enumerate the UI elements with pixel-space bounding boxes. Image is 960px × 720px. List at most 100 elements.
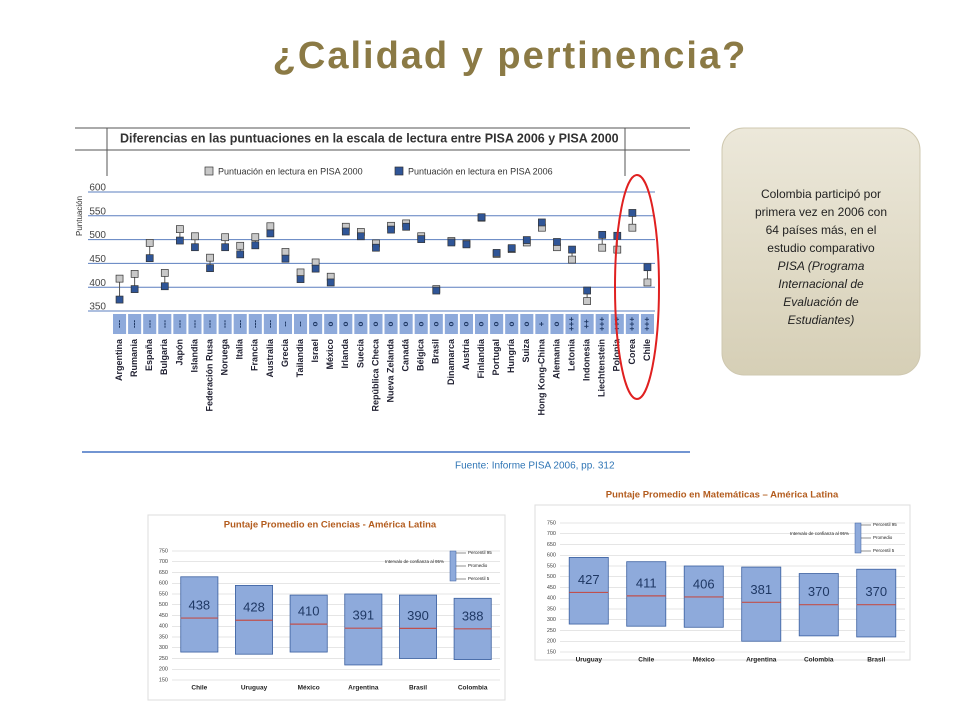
significance-box xyxy=(294,314,308,334)
value-label: 381 xyxy=(750,582,772,597)
dot xyxy=(402,222,410,231)
dot xyxy=(266,229,275,238)
significance-label: o xyxy=(326,321,335,326)
significance-box xyxy=(459,314,473,334)
y-tick-label: 150 xyxy=(547,649,556,655)
x-tick-label: Bélgica xyxy=(416,338,426,371)
significance-label: --- xyxy=(235,320,244,328)
significance-box xyxy=(429,314,443,334)
x-tick-label: Hungría xyxy=(506,338,516,373)
significance-label: o xyxy=(311,321,320,326)
y-axis-label: Puntuación xyxy=(75,196,84,236)
box xyxy=(568,557,609,625)
dot xyxy=(191,232,199,241)
x-tick-label: Israel xyxy=(310,339,320,363)
dot xyxy=(341,227,350,236)
x-tick-label: Chile xyxy=(638,657,654,664)
y-tick-label: 200 xyxy=(159,667,168,673)
legend-swatch xyxy=(394,166,404,176)
significance-label: o xyxy=(356,321,365,326)
y-tick-label: 200 xyxy=(547,639,556,645)
x-tick-label: Islandia xyxy=(189,338,199,373)
dot xyxy=(598,230,607,239)
source: Fuente: Informe PISA 2006, pp. 312 xyxy=(455,461,615,472)
y-tick-label: 750 xyxy=(547,520,556,526)
box xyxy=(344,593,383,666)
x-tick-label: Brasil xyxy=(431,339,441,364)
dot xyxy=(583,286,591,295)
value-label: 410 xyxy=(298,604,320,619)
significance-box xyxy=(595,314,609,334)
x-tick-label: Rumania xyxy=(129,338,139,377)
significance-label: o xyxy=(552,321,561,326)
significance-label: --- xyxy=(220,320,229,328)
dot xyxy=(311,264,320,273)
legend-label: Promedio xyxy=(468,563,488,568)
x-tick-label: Irlanda xyxy=(340,338,350,369)
x-tick-label: Alemania xyxy=(551,338,561,379)
dot xyxy=(251,241,260,250)
y-tick-label: 600 xyxy=(159,581,168,587)
dot xyxy=(643,263,652,272)
significance-label: o xyxy=(446,321,455,326)
dot xyxy=(598,243,607,252)
dot xyxy=(326,278,335,287)
x-tick-label: Argentina xyxy=(348,685,379,692)
y-tick-label: 300 xyxy=(547,617,556,623)
significance-box xyxy=(610,314,624,334)
y-tick-label: 150 xyxy=(159,677,168,683)
value-label: 428 xyxy=(243,600,265,615)
significance-label: --- xyxy=(205,320,214,328)
dot xyxy=(206,253,214,262)
value-label: 388 xyxy=(462,608,484,623)
dot xyxy=(281,248,290,256)
significance-label: o xyxy=(386,321,395,326)
significance-label: --- xyxy=(265,320,274,328)
note-line: Evaluación de xyxy=(783,295,859,309)
y-tick-label: 350 xyxy=(159,634,168,640)
significance-label: -- xyxy=(281,321,290,327)
value-label: 438 xyxy=(188,598,210,613)
legend-label: Puntuación en lectura en PISA 2000 xyxy=(218,166,363,176)
significance-label: o xyxy=(401,321,410,326)
box xyxy=(180,576,219,653)
significance-label: o xyxy=(522,321,531,326)
x-tick-label: Nueva Zelanda xyxy=(385,338,395,403)
significance-box xyxy=(535,314,549,334)
x-tick-label: Austria xyxy=(461,338,471,370)
significance-box xyxy=(505,314,519,334)
legend-label: Puntuación en lectura en PISA 2006 xyxy=(408,166,553,176)
significance-label: --- xyxy=(130,320,139,328)
dot xyxy=(176,225,184,233)
significance-label: -- xyxy=(296,321,305,327)
x-tick-label: Uruguay xyxy=(241,685,268,692)
y-tick-label: 650 xyxy=(547,542,556,548)
y-tick-label: 750 xyxy=(159,548,168,554)
x-tick-label: Liechtenstein xyxy=(597,339,607,397)
legend-swatch xyxy=(204,166,214,176)
x-tick-label: Colombia xyxy=(804,657,834,664)
dot xyxy=(417,235,426,243)
value-label: 406 xyxy=(693,576,715,591)
dot xyxy=(206,264,214,273)
y-tick-label: 300 xyxy=(159,645,168,651)
x-tick-label: Australia xyxy=(265,338,275,378)
significance-box xyxy=(384,314,398,334)
box xyxy=(856,568,897,638)
x-tick-label: Uruguay xyxy=(576,657,603,664)
x-tick-label: Brasil xyxy=(867,657,885,664)
x-tick-label: Argentina xyxy=(114,338,124,381)
significance-box xyxy=(414,314,428,334)
y-tick-label: 450 xyxy=(547,585,556,591)
dot xyxy=(462,240,471,249)
y-tick-label: 350 xyxy=(89,302,106,313)
dot xyxy=(628,209,637,217)
dot xyxy=(130,270,139,278)
y-tick-label: 400 xyxy=(89,278,106,289)
significance-label: o xyxy=(462,321,471,326)
significance-box xyxy=(369,314,383,334)
note-line: Estudiantes) xyxy=(788,313,855,327)
significance-box xyxy=(399,314,413,334)
y-tick-label: 600 xyxy=(547,553,556,559)
